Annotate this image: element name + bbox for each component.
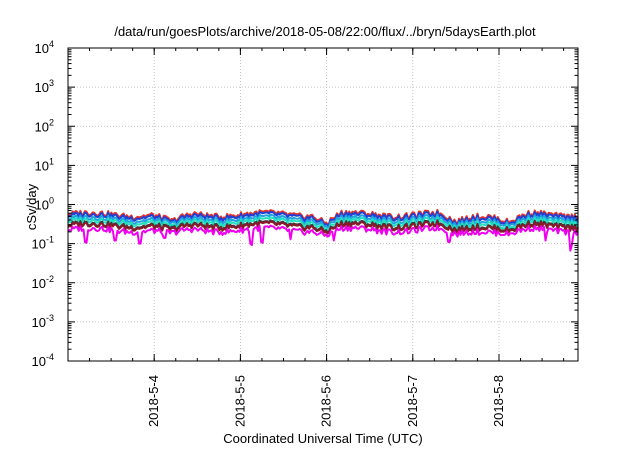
y-tick-label: 10-3 [32,313,54,330]
y-tick-label: 102 [35,117,54,134]
y-tick-label: 101 [35,156,54,173]
grid-lines [68,48,578,361]
y-tick-label: 10-4 [32,352,54,369]
x-axis: 2018-5-4 2018-5-5 2018-5-6 2018-5-7 2018-5-8 [67,48,565,427]
series-line [67,216,579,232]
y-tick-label: 100 [35,196,54,213]
x-tick-label: 2018-5-7 [405,375,420,427]
y-tick-label: 10-1 [32,235,54,252]
y-tick-label: 10-2 [32,274,54,291]
x-axis-label: Coordinated Universal Time (UTC) [223,431,422,446]
series-line [67,224,579,252]
y-tick-label: 104 [35,39,54,56]
chart-title: /data/run/goesPlots/archive/2018-05-08/2… [114,24,536,39]
x-tick-label: 2018-5-6 [319,375,334,427]
series-group [67,208,579,252]
y-tick-label: 103 [35,78,54,95]
x-tick-label: 2018-5-5 [232,375,247,427]
y-axis: 104 103 102 101 100 10-1 10-2 10-3 10-4 [32,39,578,369]
x-tick-label: 2018-5-8 [491,375,506,427]
series-line [67,220,579,235]
series-line [67,213,579,229]
y-axis-label: cSv/day [24,183,39,230]
x-tick-label: 2018-5-4 [146,375,161,427]
